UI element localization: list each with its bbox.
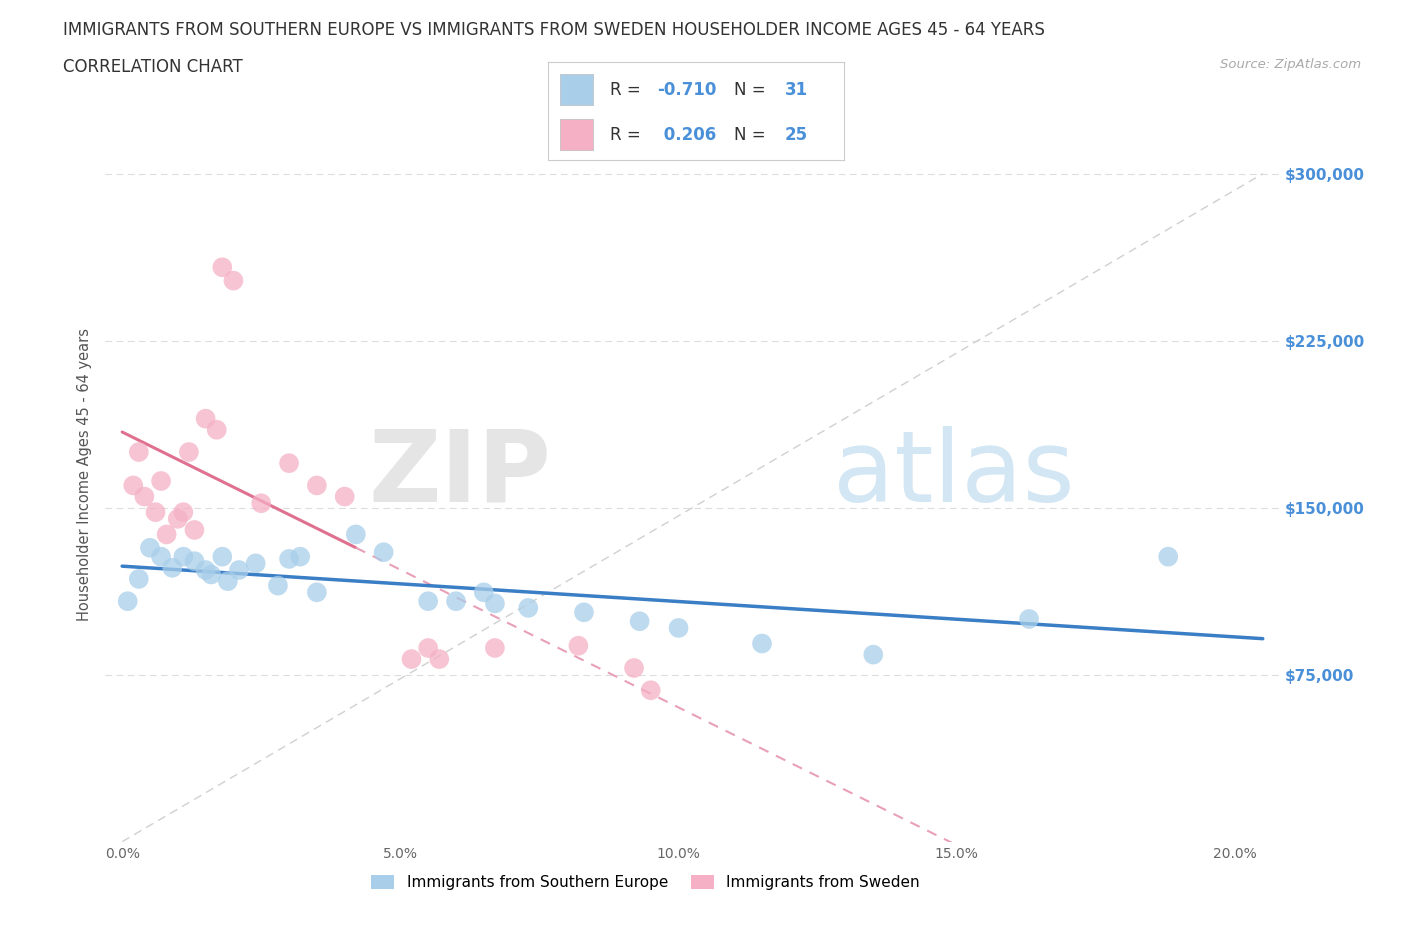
Point — [640, 683, 662, 698]
Point — [267, 578, 290, 593]
Point — [194, 411, 217, 426]
Point — [1157, 550, 1180, 565]
Text: 31: 31 — [785, 81, 807, 99]
Text: ZIP: ZIP — [368, 426, 551, 523]
Point — [373, 545, 395, 560]
Point — [160, 561, 183, 576]
Point — [150, 550, 173, 565]
Text: R =: R = — [610, 81, 647, 99]
Point — [211, 550, 233, 565]
Point — [751, 636, 773, 651]
Point — [567, 638, 589, 653]
Point — [250, 496, 273, 511]
Point — [628, 614, 651, 629]
Text: N =: N = — [734, 126, 772, 143]
Point — [156, 527, 179, 542]
Text: 25: 25 — [785, 126, 807, 143]
Point — [183, 523, 205, 538]
Point — [222, 273, 245, 288]
Point — [200, 567, 222, 582]
Point — [145, 505, 167, 520]
Text: atlas: atlas — [834, 426, 1076, 523]
Point — [418, 641, 440, 656]
Point — [122, 478, 145, 493]
Point — [245, 556, 267, 571]
Point — [623, 660, 645, 675]
Point — [444, 593, 467, 608]
Point — [305, 478, 328, 493]
Text: 0.206: 0.206 — [658, 126, 716, 143]
FancyBboxPatch shape — [560, 74, 593, 105]
Point — [205, 422, 228, 437]
Text: IMMIGRANTS FROM SOUTHERN EUROPE VS IMMIGRANTS FROM SWEDEN HOUSEHOLDER INCOME AGE: IMMIGRANTS FROM SOUTHERN EUROPE VS IMMIG… — [63, 21, 1045, 39]
Point — [278, 456, 301, 471]
Point — [290, 550, 312, 565]
Text: -0.710: -0.710 — [658, 81, 717, 99]
Point — [305, 585, 328, 600]
Point — [128, 445, 150, 459]
Point — [572, 604, 595, 619]
Point — [517, 601, 540, 616]
Point — [128, 572, 150, 587]
Point — [217, 574, 239, 589]
Point — [172, 505, 194, 520]
Point — [401, 652, 423, 667]
Point — [228, 563, 250, 578]
Point — [427, 652, 450, 667]
Point — [472, 585, 495, 600]
Text: CORRELATION CHART: CORRELATION CHART — [63, 58, 243, 75]
Point — [211, 259, 233, 274]
Point — [172, 550, 194, 565]
Text: N =: N = — [734, 81, 772, 99]
Point — [484, 596, 506, 611]
Point — [183, 553, 205, 568]
Legend: Immigrants from Southern Europe, Immigrants from Sweden: Immigrants from Southern Europe, Immigra… — [366, 870, 925, 897]
FancyBboxPatch shape — [560, 119, 593, 151]
Point — [1018, 612, 1040, 627]
Text: Source: ZipAtlas.com: Source: ZipAtlas.com — [1220, 58, 1361, 71]
Point — [862, 647, 884, 662]
Point — [177, 445, 200, 459]
Point — [134, 489, 156, 504]
Point — [418, 593, 440, 608]
Point — [150, 473, 173, 488]
Text: R =: R = — [610, 126, 647, 143]
Point — [166, 512, 188, 526]
Point — [668, 620, 690, 635]
Point — [344, 527, 367, 542]
Y-axis label: Householder Income Ages 45 - 64 years: Householder Income Ages 45 - 64 years — [77, 327, 93, 621]
Point — [139, 540, 162, 555]
Point — [333, 489, 356, 504]
Point — [117, 593, 139, 608]
Point — [194, 563, 217, 578]
Point — [484, 641, 506, 656]
Point — [278, 551, 301, 566]
